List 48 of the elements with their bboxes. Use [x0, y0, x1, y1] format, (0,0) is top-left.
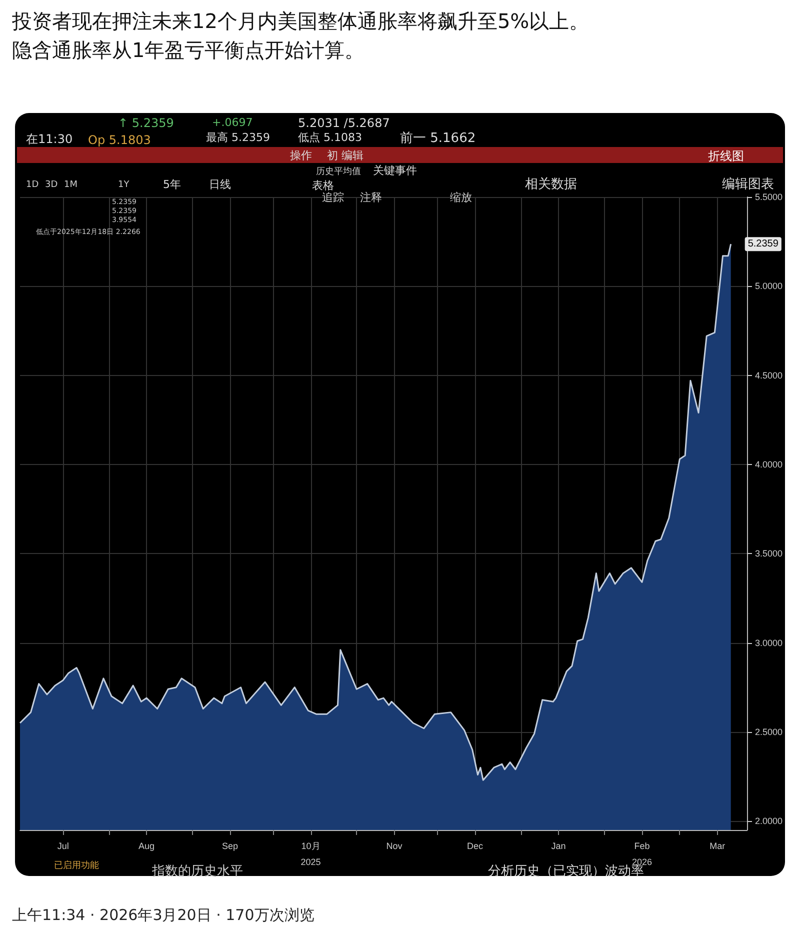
text: 历史平均值: [316, 166, 361, 178]
chart-subtitle: 隐含通胀率从1年盈亏平衡点开始计算。: [12, 37, 365, 64]
y-tick-label: 4.5000: [755, 370, 783, 380]
text: 已启用功能: [54, 860, 99, 872]
text: 最高 5.2359: [206, 130, 270, 145]
text: 前一 5.1662: [400, 130, 476, 147]
x-tick-label: 10月 2025: [300, 841, 321, 867]
annotation: 注释: [360, 190, 382, 205]
x-tick-label: Mar: [710, 841, 726, 851]
text: 1M: [64, 180, 78, 190]
text: 折线图: [708, 148, 744, 165]
text: 1Y: [118, 180, 130, 190]
text: 指数的历史水平: [152, 863, 243, 880]
y-tick-label: 5.5000: [755, 192, 783, 202]
text: ↑ 5.2359: [118, 116, 174, 130]
x-tick-label: Nov: [386, 841, 403, 851]
text: 上午11:34 · 2026年3月20日 · 170万次浏览: [12, 906, 314, 925]
x-tick-label: Jan: [551, 841, 566, 851]
y-tick-label: 3.5000: [755, 548, 783, 559]
annotation: 缩放: [450, 190, 472, 205]
annotation: 追踪: [322, 190, 344, 205]
text: 关键事件: [373, 163, 417, 178]
text: 初 编辑: [327, 148, 364, 163]
x-tick-label: Jul: [57, 841, 69, 851]
text: 5.2031 /5.2687: [298, 116, 390, 130]
text: 在11:30: [26, 131, 73, 148]
text: 低点 5.1083: [298, 130, 362, 145]
text: 操作: [290, 148, 312, 163]
x-tick-label: Sep: [222, 841, 238, 851]
y-tick-label: 4.0000: [755, 459, 783, 470]
text: 编辑图表: [722, 176, 774, 193]
data-label: 5.2359: [748, 238, 779, 250]
text: 表格: [312, 178, 334, 192]
text: 1D: [26, 180, 39, 190]
x-tick-label: Dec: [467, 841, 484, 851]
text: 日线: [209, 177, 231, 192]
y-tick-label: 2.0000: [755, 816, 783, 826]
text: 相关数据: [525, 176, 577, 193]
text: 5年: [163, 177, 181, 192]
text: 3D: [45, 180, 58, 190]
text: +.0697: [212, 116, 253, 129]
x-tick-label: Feb 2026: [632, 841, 652, 867]
x-tick-label: Aug: [138, 841, 155, 851]
chart-title: 投资者现在押注未来12个月内美国整体通胀率将飙升至5%以上。: [12, 8, 590, 35]
text: Op 5.1803: [88, 133, 151, 147]
y-tick-label: 5.0000: [755, 281, 783, 292]
y-tick-label: 3.0000: [755, 638, 783, 648]
y-tick-label: 2.5000: [755, 726, 783, 737]
